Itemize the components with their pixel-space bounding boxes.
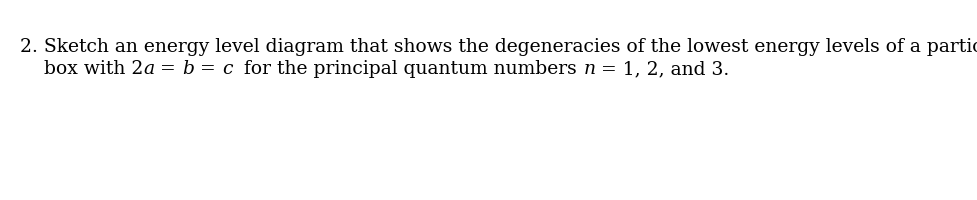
Text: = 1, 2, and 3.: = 1, 2, and 3. [595, 60, 729, 78]
Text: for the principal quantum numbers: for the principal quantum numbers [233, 60, 582, 78]
Text: box with 2: box with 2 [20, 60, 144, 78]
Text: =: = [194, 60, 222, 78]
Text: =: = [154, 60, 182, 78]
Text: n: n [582, 60, 595, 78]
Text: b: b [182, 60, 194, 78]
Text: a: a [144, 60, 154, 78]
Text: 2. Sketch an energy level diagram that shows the degeneracies of the lowest ener: 2. Sketch an energy level diagram that s… [20, 38, 977, 56]
Text: c: c [222, 60, 233, 78]
